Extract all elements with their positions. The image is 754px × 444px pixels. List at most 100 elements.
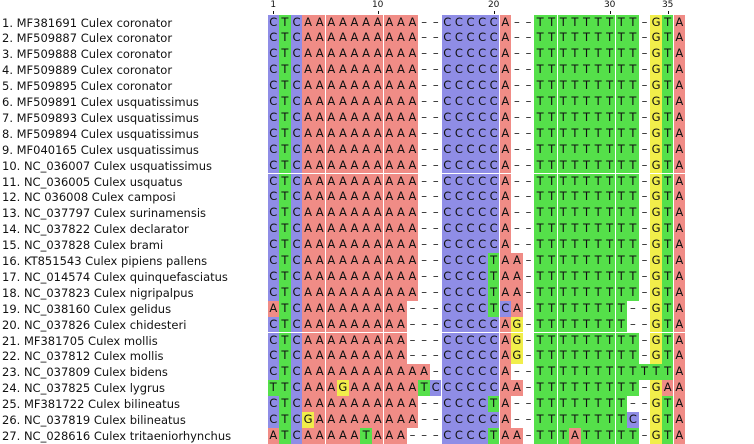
nucleotide-cell: T [569,284,581,301]
nucleotide-cell: A [371,14,384,31]
nucleotide-cell: C [476,253,488,269]
nucleotide-cell: T [615,284,628,301]
nucleotide-cell: T [569,396,581,412]
nucleotide-cell: C [464,253,477,269]
nucleotide-cell: G [650,427,662,444]
nucleotide-cell: T [627,125,639,142]
nucleotide-cell: A [302,316,314,333]
nucleotide-cell: C [453,62,465,79]
nucleotide-cell: A [371,380,384,397]
gap-cell: – [432,30,439,45]
nucleotide-cell: C [267,253,280,269]
nucleotide-cell: T [592,300,604,317]
nucleotide-cell: T [569,221,581,238]
nucleotide-cell: A [406,221,419,238]
nucleotide-cell: A [325,268,338,285]
nucleotide-cell: T [545,14,558,31]
nucleotide-cell: T [627,237,639,253]
gap-cell: – [421,427,427,442]
nucleotide-cell: A [325,46,338,63]
nucleotide-cell: C [441,284,454,301]
nucleotide-cell: C [476,332,488,349]
nucleotide-cell: C [441,62,454,79]
nucleotide-cell: C [267,157,280,174]
ruler-tick-mark [493,11,495,14]
nucleotide-cell: T [557,157,570,174]
nucleotide-cell: A [337,173,349,190]
nucleotide-cell: C [476,427,488,444]
nucleotide-cell: A [302,300,314,317]
nucleotide-cell: T [557,268,570,285]
nucleotide-cell: A [383,141,396,158]
nucleotide-cell: T [580,141,593,158]
nucleotide-cell: A [499,189,512,206]
gap-cell: – [421,125,427,140]
nucleotide-cell: C [464,78,477,94]
nucleotide-cell: A [371,300,384,317]
nucleotide-cell: A [673,125,686,142]
nucleotide-cell: C [464,189,477,206]
nucleotide-cell: T [279,237,291,253]
nucleotide-cell: C [441,332,454,349]
nucleotide-cell: A [395,427,407,444]
nucleotide-cell: T [557,300,570,317]
nucleotide-cell: T [661,157,674,174]
nucleotide-cell: T [627,380,639,397]
gap-cell: – [421,14,427,29]
nucleotide-cell: A [383,268,396,285]
nucleotide-cell: A [499,332,512,349]
nucleotide-cell: A [302,364,314,381]
nucleotide-cell: T [603,268,616,285]
nucleotide-cell: A [325,348,338,365]
nucleotide-cell: A [302,253,314,269]
gap-cell: – [421,237,427,252]
nucleotide-cell: T [534,125,546,142]
nucleotide-cell: C [476,268,488,285]
nucleotide-cell: T [545,364,558,381]
nucleotide-cell: T [534,205,546,222]
nucleotide-cell: A [360,237,372,253]
nucleotide-cell: T [569,237,581,253]
nucleotide-cell: T [592,205,604,222]
gap-cell: – [421,62,427,77]
nucleotide-cell: C [499,300,512,317]
nucleotide-cell: A [313,173,326,190]
nucleotide-cell: A [348,205,361,222]
sequence-label: 21. MF381705 Culex mollis [2,333,158,348]
gap-cell: – [641,173,648,188]
nucleotide-cell: T [661,427,674,444]
nucleotide-cell: A [302,348,314,365]
nucleotide-cell: T [615,348,628,365]
nucleotide-cell: C [441,125,454,142]
nucleotide-cell: C [267,141,280,158]
nucleotide-cell: T [418,380,430,397]
gap-cell: – [409,332,416,347]
nucleotide-cell: A [499,173,512,190]
nucleotide-cell: A [673,30,686,47]
nucleotide-cell: T [279,205,291,222]
nucleotide-cell: A [337,427,349,444]
nucleotide-cell: T [557,221,570,238]
nucleotide-cell: T [592,30,604,47]
nucleotide-cell: A [673,141,686,158]
nucleotide-cell: G [302,412,314,428]
nucleotide-cell: T [615,141,628,158]
nucleotide-cell: C [267,173,280,190]
nucleotide-cell: C [441,78,454,94]
nucleotide-cell: C [267,284,280,301]
ruler-tick-label: 1 [270,0,277,10]
nucleotide-cell: A [348,221,361,238]
nucleotide-cell: T [627,78,639,94]
nucleotide-cell: C [627,412,639,428]
nucleotide-cell: A [302,205,314,222]
nucleotide-cell: T [627,268,639,285]
nucleotide-cell: T [279,380,291,397]
nucleotide-cell: T [534,94,546,110]
nucleotide-cell: T [545,396,558,412]
nucleotide-cell: C [290,125,303,142]
nucleotide-cell: A [313,237,326,253]
nucleotide-cell: T [534,396,546,412]
gap-cell: – [421,46,427,61]
nucleotide-cell: A [348,284,361,301]
nucleotide-cell: A [348,62,361,79]
